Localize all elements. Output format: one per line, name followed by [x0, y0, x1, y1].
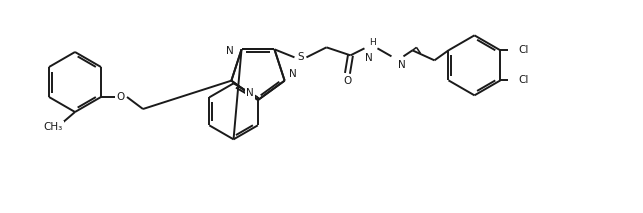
Text: N: N	[365, 53, 372, 63]
Text: CH₃: CH₃	[43, 122, 62, 132]
Text: H: H	[369, 38, 376, 47]
Text: Cl: Cl	[518, 75, 529, 85]
Text: Cl: Cl	[518, 45, 529, 55]
Text: N: N	[399, 60, 406, 70]
Text: N: N	[289, 69, 296, 79]
Text: N: N	[246, 88, 254, 98]
Text: N: N	[226, 46, 233, 56]
Text: O: O	[343, 76, 352, 86]
Text: O: O	[117, 92, 125, 102]
Text: S: S	[297, 52, 303, 62]
